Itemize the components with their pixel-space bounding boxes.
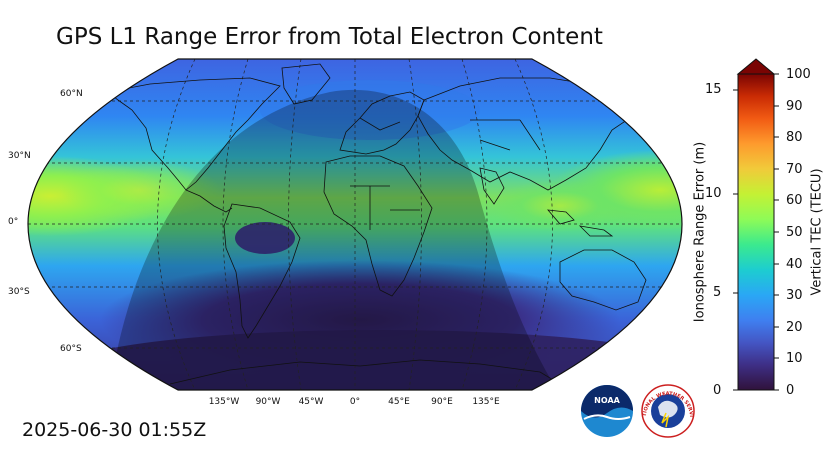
cb-right-tick-10: 10: [786, 351, 803, 366]
lon-label-135e: 135°E: [472, 397, 500, 407]
colorbar-right-axis-title: Vertical TEC (TECU): [809, 168, 825, 296]
colorbar: [733, 58, 779, 391]
greenland-outline: [281, 63, 331, 105]
lat-label-60s: 60°S: [60, 344, 82, 354]
cb-left-tick-5: 5: [713, 285, 722, 300]
cb-right-tick-30: 30: [786, 288, 803, 303]
logos: NOAA NATIONAL WEATHER SERVICE: [580, 383, 695, 438]
cb-right-tick-40: 40: [786, 257, 803, 272]
lon-label-90w: 90°W: [255, 397, 281, 407]
cb-right-tick-50: 50: [786, 225, 803, 240]
north-america-outline: [107, 77, 281, 191]
lon-label-45w: 45°W: [298, 397, 324, 407]
globe-outline: [27, 58, 683, 391]
timestamp: 2025-06-30 01:55Z: [22, 419, 207, 441]
lat-label-30n: 30°N: [8, 151, 31, 161]
colorbar-bar: [737, 73, 775, 391]
noaa-logo: NOAA: [581, 385, 633, 437]
antarctica-outline: [169, 359, 561, 385]
asia-outline: [417, 77, 641, 191]
south-america-outline: [223, 203, 301, 339]
colorbar-left-axis-title: Ionosphere Range Error (m): [692, 141, 708, 323]
noaa-logo-text: NOAA: [594, 396, 620, 405]
lon-label-90e: 90°E: [431, 397, 453, 407]
cb-right-tick-60: 60: [786, 193, 803, 208]
cb-right-tick-70: 70: [786, 162, 803, 177]
colorbar-extend-arrow: [736, 58, 776, 75]
cb-right-tick-100: 100: [786, 67, 811, 82]
cb-right-tick-90: 90: [786, 99, 803, 114]
cb-right-tick-0: 0: [786, 383, 795, 398]
cb-left-tick-10: 10: [705, 186, 722, 201]
australia-outline: [559, 249, 647, 311]
lat-label-60n: 60°N: [60, 89, 83, 99]
lon-label-135w: 135°W: [208, 397, 240, 407]
cb-right-tick-20: 20: [786, 320, 803, 335]
cb-right-tick-80: 80: [786, 130, 803, 145]
lat-label-0: 0°: [8, 217, 19, 227]
africa-outline: [323, 155, 433, 297]
lat-label-30s: 30°S: [8, 287, 30, 297]
night-shading: [110, 89, 560, 390]
cb-left-tick-15: 15: [705, 82, 722, 97]
cb-left-tick-0: 0: [713, 383, 722, 398]
lon-label-45e: 45°E: [388, 397, 410, 407]
lon-label-0: 0°: [349, 397, 361, 407]
chart-title: GPS L1 Range Error from Total Electron C…: [56, 24, 603, 50]
